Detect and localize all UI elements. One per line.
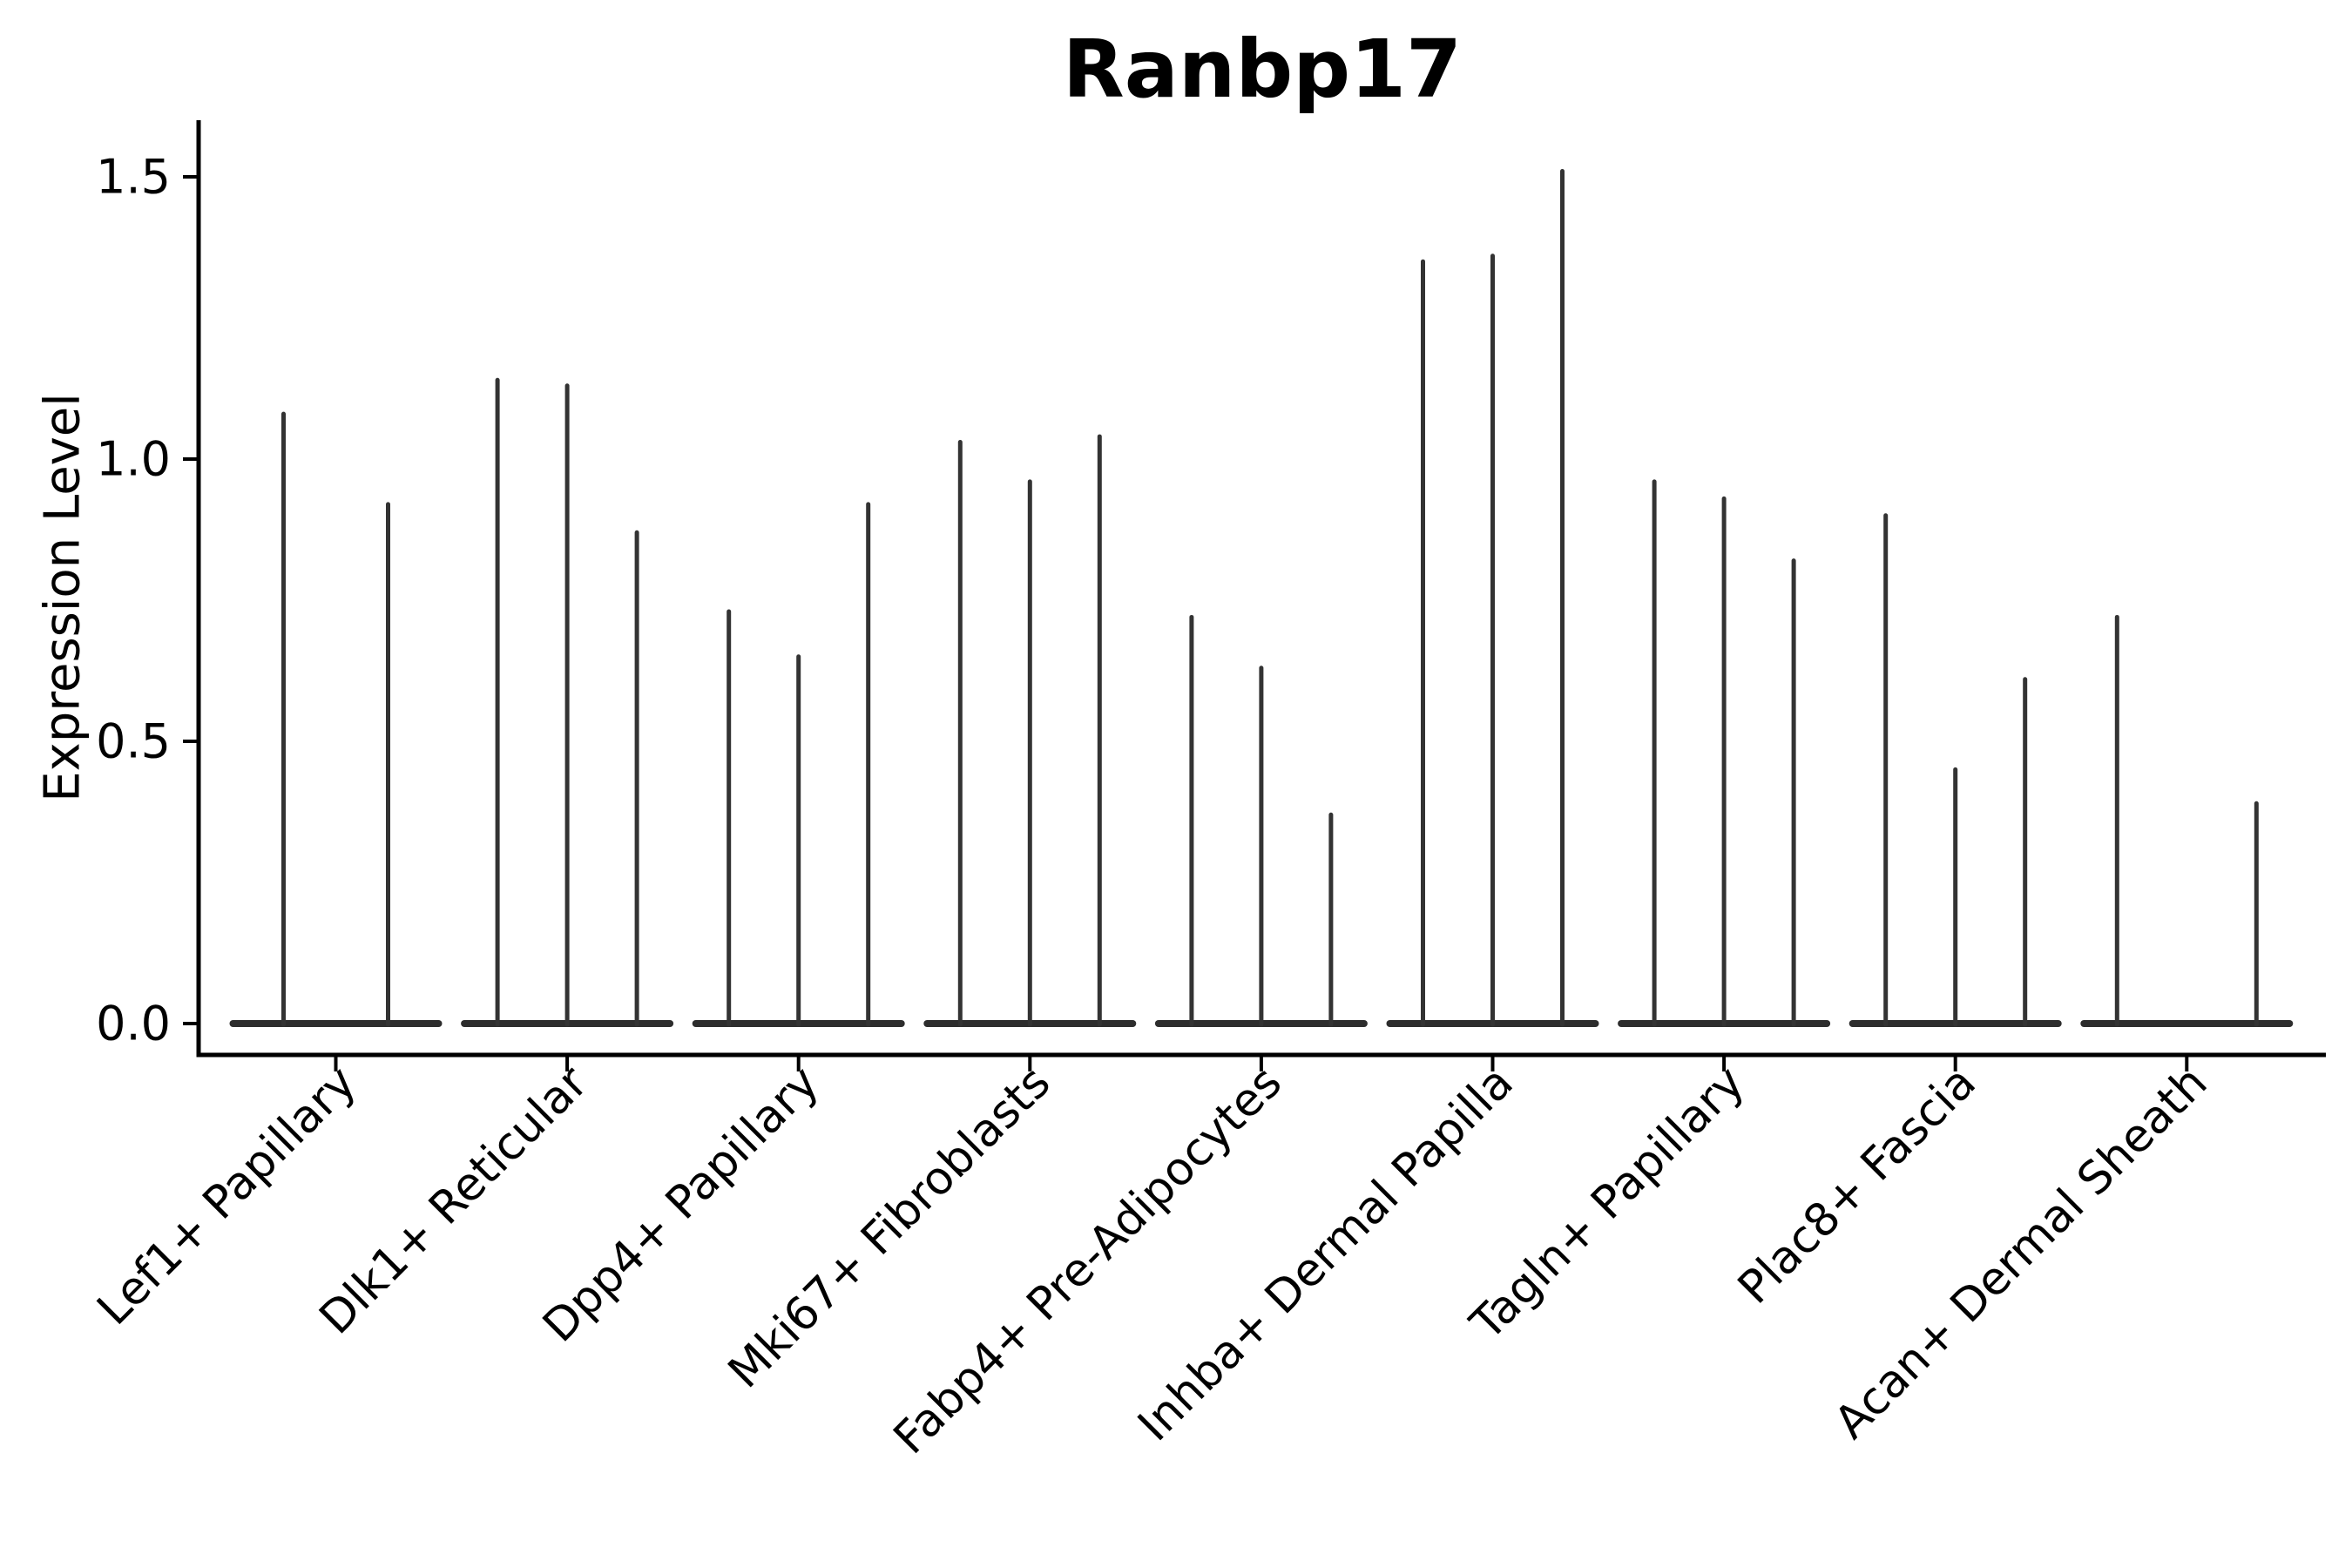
- x-tick-label: Acan+ Dermal Sheath: [1825, 1057, 2218, 1450]
- violin-group: [1848, 513, 2062, 1027]
- y-tick-label: 0.5: [96, 714, 171, 769]
- violin-group: [1154, 614, 1368, 1027]
- violin-group: [229, 411, 443, 1027]
- y-tick-label: 1.5: [96, 150, 171, 205]
- chart-title: Ranbp17: [1062, 23, 1463, 116]
- y-tick-label: 0.0: [96, 997, 171, 1051]
- violin-group: [692, 502, 905, 1027]
- violin-group: [1618, 479, 1831, 1027]
- violin-group: [1386, 169, 1599, 1027]
- x-tick-label: Inhba+ Dermal Papilla: [1128, 1057, 1523, 1451]
- x-tick-label: Plac8+ Fascia: [1728, 1057, 1986, 1315]
- y-tick-label: 1.0: [96, 432, 171, 487]
- violin-group: [2080, 614, 2294, 1027]
- violin-group: [461, 377, 674, 1027]
- x-tick-label: Fabp4+ Pre-Adipocytes: [884, 1057, 1292, 1464]
- violin-group: [923, 434, 1137, 1027]
